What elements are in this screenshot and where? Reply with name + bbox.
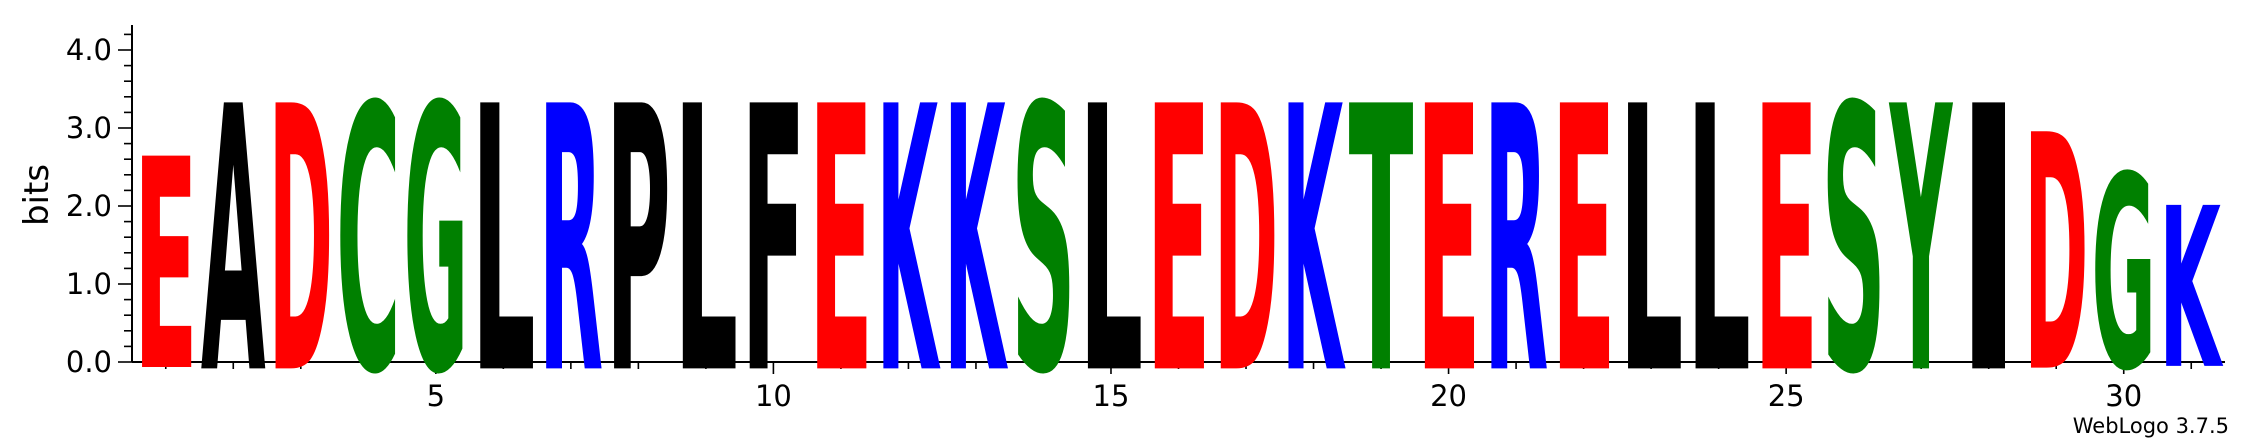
logo-letter-D: D — [2024, 67, 2089, 444]
y-axis: 0.0 1.0 2.0 3.0 4.0 — [66, 25, 133, 379]
logo-letter-L: L — [1079, 31, 1144, 444]
y-tick-label: 4.0 — [66, 33, 112, 67]
logo-letter-R: R — [1484, 31, 1549, 444]
logo-letter-S: S — [1821, 29, 1886, 444]
logo-letter-C: C — [336, 30, 401, 444]
x-tick-label: 10 — [755, 379, 792, 413]
logo-letter-A: A — [201, 31, 266, 444]
logo-letter-L: L — [1619, 31, 1684, 444]
logo-letter-L: L — [673, 31, 738, 444]
y-tick-label: 2.0 — [66, 189, 112, 223]
x-tick-label: 20 — [1430, 379, 1467, 413]
y-tick-label: 3.0 — [66, 111, 112, 145]
logo-letter-E: E — [1146, 30, 1211, 444]
logo-letter-E: E — [809, 30, 874, 444]
weblogo-credit: WebLogo 3.7.5 — [2072, 414, 2229, 438]
logo-letter-L: L — [1686, 31, 1751, 444]
x-axis: 5 10 15 20 25 30 — [132, 361, 2225, 413]
logo-letter-E: E — [1551, 30, 1616, 444]
logo-letter-K: K — [2159, 162, 2224, 419]
x-tick-label: 15 — [1093, 379, 1130, 413]
logo-letter-K: K — [944, 31, 1009, 444]
logo-letter-G: G — [403, 31, 468, 444]
logo-letter-K: K — [1281, 31, 1346, 444]
logo-letter-E: E — [1416, 30, 1481, 444]
logo-letter-K: K — [876, 31, 941, 444]
logo-letter-T: T — [1349, 30, 1414, 444]
logo-letter-I: I — [1956, 31, 2021, 444]
y-tick-label: 0.0 — [66, 345, 112, 379]
y-axis-label: bits — [17, 164, 57, 226]
logo-letter-E: E — [133, 98, 198, 435]
logo-letter-R: R — [538, 31, 603, 444]
logo-letter-E: E — [1754, 30, 1819, 444]
logo-letter-D: D — [1214, 31, 1279, 444]
logo-letter-F: F — [741, 30, 806, 444]
y-tick-label: 1.0 — [66, 267, 112, 301]
logo-letter-P: P — [606, 30, 671, 444]
logo-letter-D: D — [268, 31, 333, 444]
x-tick-label: 25 — [1768, 379, 1805, 413]
x-tick-label: 30 — [2105, 379, 2142, 413]
logo-letter-S: S — [1011, 29, 1076, 444]
x-tick-label: 5 — [427, 379, 445, 413]
logo-letter-G: G — [2091, 121, 2156, 430]
logo-letter-Y: Y — [1888, 30, 1953, 444]
logo-letter-L: L — [471, 31, 536, 444]
